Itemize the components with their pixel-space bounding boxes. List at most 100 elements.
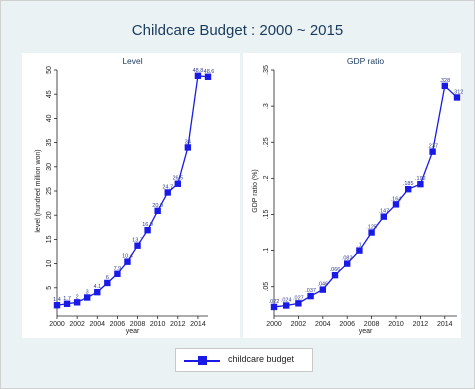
chart-gdp-point [392,201,400,208]
chart-level-y-tick-label: 25 [46,187,53,195]
chart-level-y-tick-label: 15 [46,235,53,243]
chart-gdp-x-tick-label: 2000 [266,321,282,328]
chart-level-point [94,288,101,296]
chart-level-data-label: 24.7 [162,184,173,190]
chart-level-y-tick-label: 5 [46,286,53,290]
chart-level-data-label: 20.9 [152,203,163,209]
chart-level-y-tick-label: 40 [46,114,53,122]
chart-level-series-line [56,75,209,306]
chart-gdp-x-tick-label: 2004 [315,321,331,328]
chart-level-y-tick-label: 45 [46,90,53,98]
chart-level-point [154,207,161,215]
chart-level-data-label: 2 [76,294,79,300]
chart-gdp-data-label: .046 [317,282,328,288]
chart-gdp-y-tick-label: .3 [263,103,270,109]
chart-gdp-x-tick-label: 2002 [291,321,307,328]
chart-level-y-tick-label: 30 [46,163,53,171]
chart-level-data-label: 16.9 [142,222,153,228]
chart-level-point [104,279,111,287]
chart-level-y-tick-label: 10 [46,260,53,268]
chart-level-x-axis-label: year [126,328,140,335]
legend: childcare budget [175,348,313,372]
chart-level-data-label: 48.8 [193,68,204,74]
chart-gdp-series-line [273,84,458,308]
chart-level-x-tick-label: 2014 [190,321,206,328]
chart-level-data-label: 6 [106,275,109,281]
chart-gdp-x-axis-label: year [359,328,373,335]
chart-level-data-label: 4.1 [93,284,101,290]
chart-level-point [184,144,192,151]
chart-gdp-point [453,94,461,101]
chart-gdp-y-tick-label: .1 [263,248,270,254]
chart-level-x-tick-label: 2010 [150,321,166,328]
chart-level-data-label: 1.7 [63,296,71,302]
chart-level-y-tick-label: 50 [46,66,53,74]
chart-level-point [73,299,81,306]
chart-level-point [84,294,91,301]
chart-gdp-point [356,247,363,254]
chart-gdp-data-label: .022 [269,299,280,305]
chart-gdp-point [331,271,339,279]
chart-gdp-data-label: .147 [378,209,389,215]
chart-gdp-y-axis-label: GDP ratio (%) [252,169,259,212]
chart-gdp-data-label: .024 [281,297,292,303]
chart-level-x-tick-label: 2000 [49,321,65,328]
chart-gdp-panel [243,53,461,338]
chart-gdp-data-label: .312 [453,89,464,95]
chart-level-title: Level [122,56,142,66]
chart-level-point [63,300,71,307]
chart-level-point [124,258,131,265]
chart-level-x-tick-label: 2008 [130,321,146,328]
chart-level-x-tick-label: 2006 [110,321,126,328]
chart-gdp-point [417,180,424,188]
chart-level-point [194,72,202,80]
chart-gdp-data-label: .1 [357,243,362,249]
chart-gdp-data-label: .037 [305,288,316,294]
chart-level-data-label: 26.5 [172,176,183,182]
chart-gdp-x-tick-label: 2010 [388,321,404,328]
chart-level-point [144,227,151,234]
chart-level-y-tick-label: 35 [46,139,53,147]
chart-gdp-x-tick-label: 2006 [339,321,355,328]
chart-level-data-label: 34 [185,139,191,145]
chart-gdp-data-label: .027 [293,295,304,301]
chart-gdp-x-tick-label: 2012 [413,321,429,328]
chart-gdp-x-tick-label: 2008 [364,321,380,328]
legend-square-marker [198,356,207,365]
chart-level-data-label: 3 [86,289,89,295]
chart-gdp-point [380,213,387,220]
chart-level-data-label: 10.4 [122,254,133,260]
figure-title: Childcare Budget : 2000 ~ 2015 [131,22,344,39]
chart-gdp-data-label: .082 [342,256,353,262]
chart-level-point [134,242,141,249]
chart-gdp-point [368,229,375,236]
chart-gdp-point [319,286,326,293]
chart-gdp-y-tick-label: .25 [263,137,270,147]
chart-gdp-data-label: .185 [403,181,414,187]
chart-gdp-point [270,303,278,311]
chart-level-panel [22,53,240,338]
chart-level-data-label: 13.7 [132,238,143,244]
chart-gdp-data-label: .066 [330,267,341,273]
chart-gdp-y-tick-label: .05 [263,282,270,292]
chart-level-point [53,302,61,309]
chart-level-data-label: 1.4 [53,297,61,303]
chart-gdp-point [405,185,412,193]
chart-level-y-axis-label: level (hundred million won) [35,149,42,232]
legend-label: childcare budget [228,354,295,364]
chart-gdp-point [283,302,290,309]
chart-level-x-tick-label: 2012 [170,321,186,328]
chart-gdp-point [429,148,436,155]
chart-level-point [204,73,212,80]
chart-level-data-label: 7.9 [114,266,122,272]
chart-gdp-y-tick-label: .35 [263,65,270,75]
chart-gdp-y-tick-label: .2 [263,175,270,181]
chart-level-y-tick-label: 20 [46,211,53,219]
chart-level-point [164,189,171,196]
chart-level-x-tick-label: 2004 [89,321,105,328]
chart-gdp-title: GDP ratio [347,56,384,66]
chart-gdp-point [441,82,448,90]
chart-gdp-data-label: .125 [366,225,377,231]
chart-gdp-point [295,300,302,307]
